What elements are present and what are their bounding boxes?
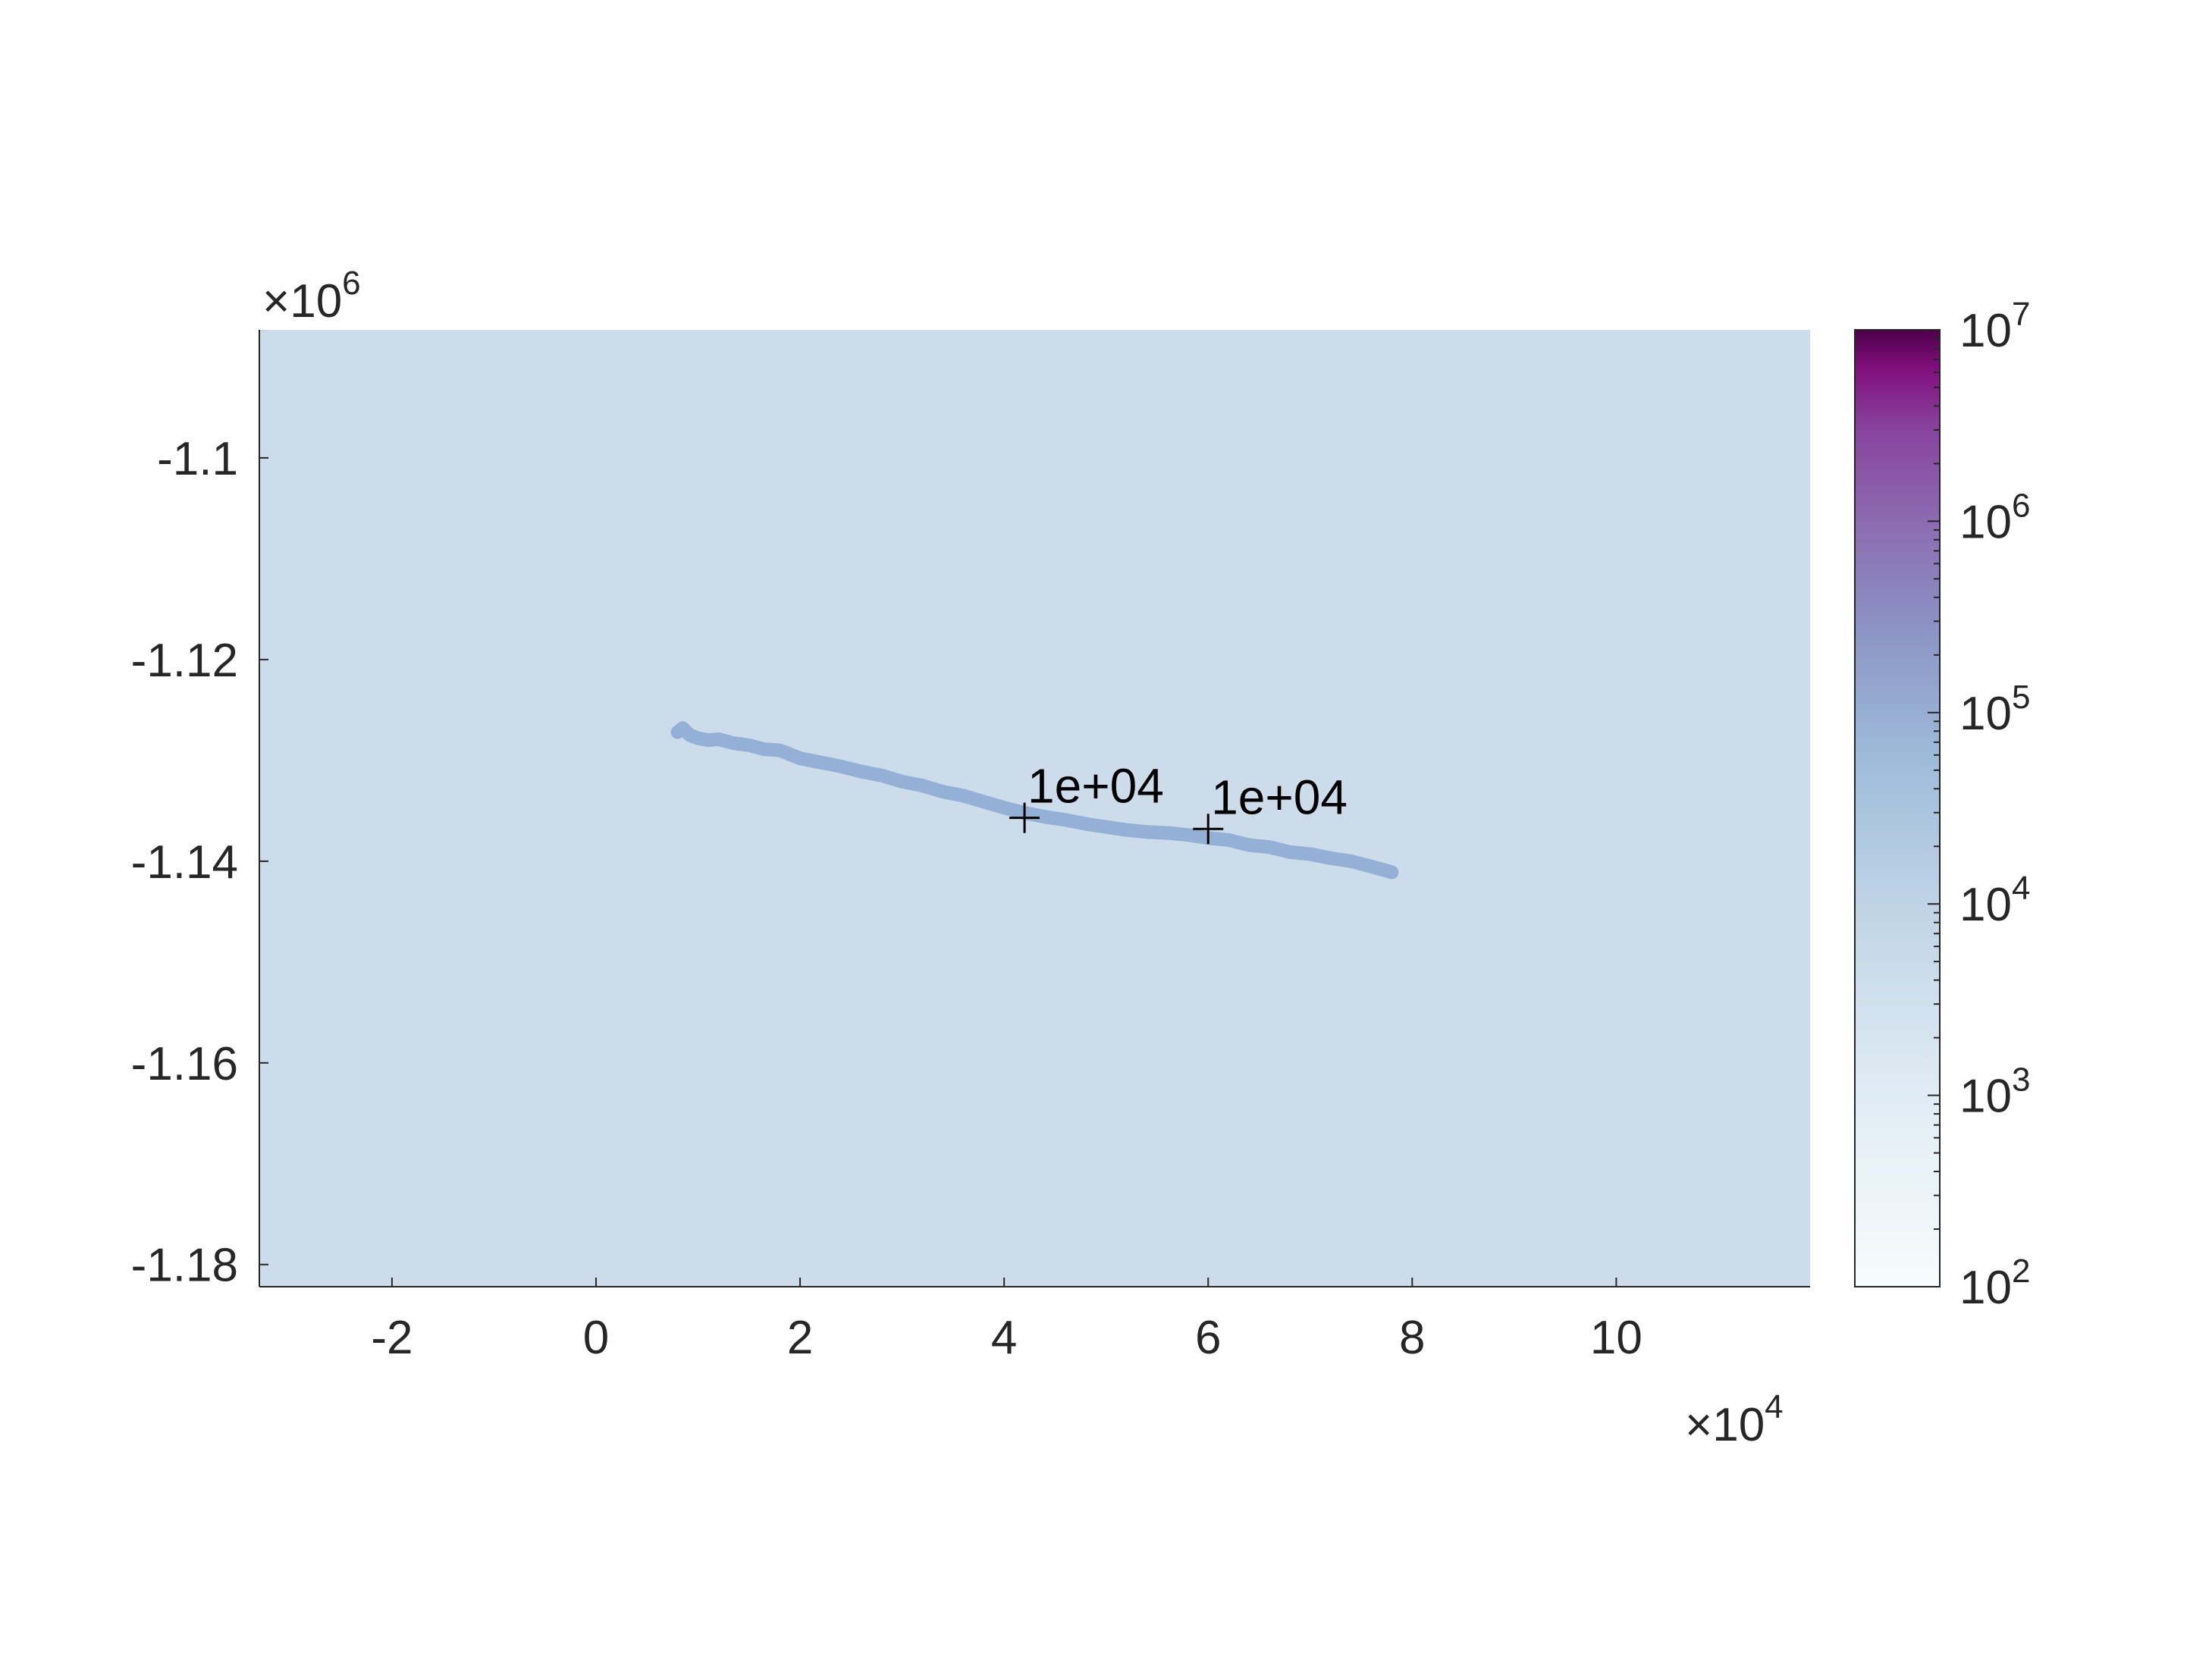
x-axis-multiplier: ×104	[1685, 1388, 1784, 1451]
y-tick-label: -1.14	[131, 836, 238, 889]
colorbar: 102 103 104 105 106 107	[1854, 296, 2030, 1314]
y-tick-label: -1.18	[131, 1240, 238, 1292]
x-multiplier-base: ×10	[1685, 1399, 1765, 1451]
colorbar-tick-label: 106	[1959, 487, 2030, 548]
y-tick-label: -1.16	[131, 1038, 238, 1090]
x-tick-label: 0	[583, 1312, 609, 1364]
marker-label: 1e+04	[1211, 770, 1348, 824]
colorbar-tick-label: 102	[1959, 1253, 2030, 1314]
marker-1: 1e+04	[1009, 759, 1164, 833]
colorbar-gradient	[1854, 329, 1941, 1287]
x-tick-labels: -2 0 2 4 6 8 10	[371, 1278, 1643, 1364]
marker-label: 1e+04	[1028, 759, 1164, 814]
x-tick-label: 4	[991, 1312, 1017, 1364]
track-layer	[670, 721, 1399, 880]
x-tick-label: 10	[1590, 1312, 1643, 1364]
y-multiplier-base: ×10	[262, 275, 342, 328]
y-tick-label: -1.12	[131, 635, 238, 687]
x-tick-label: 6	[1195, 1312, 1221, 1364]
y-multiplier-exponent: 6	[342, 265, 360, 302]
colorbar-tick-label: 104	[1959, 870, 2030, 931]
x-tick-label: -2	[371, 1312, 413, 1364]
colorbar-tick-label: 105	[1959, 679, 2030, 740]
plot-area: 1e+04 1e+04	[259, 330, 1810, 1287]
x-multiplier-exponent: 4	[1765, 1388, 1783, 1425]
y-tick-labels: -1.18 -1.16 -1.14 -1.12 -1.1	[131, 433, 268, 1292]
colorbar-tick-label: 107	[1959, 296, 2030, 357]
svg-text:×106: ×106	[262, 265, 361, 328]
marker-layer: 1e+04 1e+04	[1009, 759, 1348, 845]
colorbar-ticks: 102 103 104 105 106 107	[1928, 296, 2030, 1314]
svg-text:×104: ×104	[1685, 1388, 1784, 1451]
track-line	[670, 721, 1399, 880]
colorbar-tick-label: 103	[1959, 1062, 2030, 1123]
y-axis-multiplier: ×106	[262, 265, 361, 328]
x-tick-label: 2	[787, 1312, 813, 1364]
marker-2: 1e+04	[1193, 770, 1348, 845]
x-tick-label: 8	[1399, 1312, 1425, 1364]
y-tick-label: -1.1	[157, 433, 238, 485]
